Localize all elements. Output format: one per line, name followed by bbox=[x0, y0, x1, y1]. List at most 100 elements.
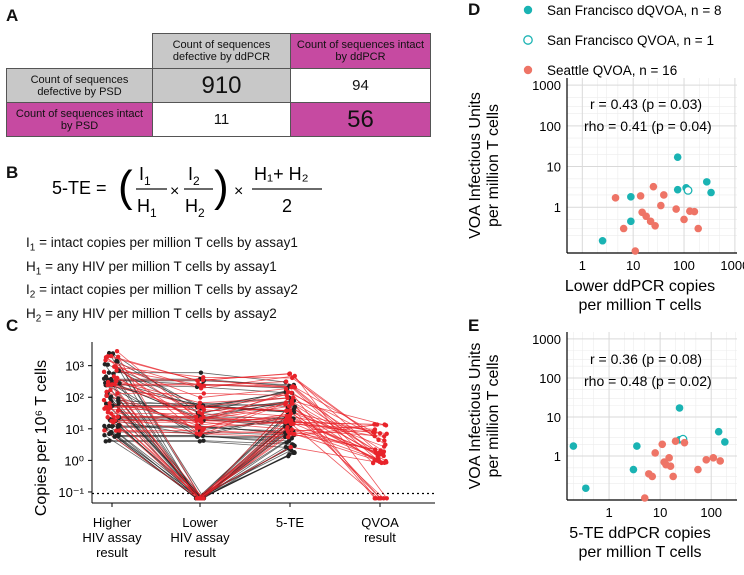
c-participant-line bbox=[115, 366, 379, 441]
c-point bbox=[113, 428, 119, 433]
c-point bbox=[114, 378, 119, 384]
xtick-label: 1000 bbox=[720, 258, 744, 273]
sum-denominator: 2 bbox=[282, 196, 292, 216]
c-point bbox=[197, 382, 203, 388]
c-point bbox=[383, 423, 389, 428]
stat-rho: rho = 0.41 (p = 0.04) bbox=[584, 118, 712, 134]
times-2: × bbox=[234, 183, 243, 200]
c-point bbox=[381, 496, 386, 501]
c-point bbox=[115, 414, 120, 420]
row-header-defective-psd: Count of sequences defective by PSD bbox=[6, 68, 153, 103]
formula-lhs: 5-TE = bbox=[52, 178, 107, 198]
c-point bbox=[117, 381, 122, 386]
scatter-point bbox=[669, 472, 677, 481]
x-axis-label: Lower ddPCR copies bbox=[565, 278, 715, 295]
c-point bbox=[104, 393, 109, 398]
row-header-intact-psd: Count of sequences intact by PSD bbox=[6, 102, 153, 137]
panel-c-ylabel: Copies per 10⁶ T cells bbox=[33, 360, 50, 516]
c-point bbox=[201, 407, 207, 412]
cell-int-int: 56 bbox=[290, 102, 431, 137]
c-point bbox=[283, 444, 289, 450]
xtick-label: 10 bbox=[626, 258, 640, 273]
c-point bbox=[378, 451, 383, 456]
scatter-point bbox=[675, 404, 684, 412]
scatter-point bbox=[598, 236, 607, 245]
ytick-label: 100 bbox=[539, 371, 561, 386]
scatter-point bbox=[569, 442, 578, 450]
c-participant-line bbox=[115, 366, 385, 452]
scatter-point bbox=[683, 185, 693, 195]
scatter-point bbox=[619, 224, 628, 233]
c-participant-line bbox=[111, 420, 375, 499]
c-participant-line bbox=[117, 356, 387, 499]
scatter-point bbox=[627, 193, 635, 201]
c-point bbox=[283, 386, 289, 391]
c-participant-line bbox=[117, 410, 375, 428]
c-point bbox=[109, 411, 114, 416]
c-category-label: QVOA bbox=[361, 515, 399, 530]
c-point bbox=[285, 428, 291, 434]
c-point bbox=[384, 431, 389, 436]
scatter-point bbox=[633, 442, 641, 450]
c-point bbox=[117, 428, 122, 433]
stat-rho: rho = 0.48 (p = 0.02) bbox=[584, 373, 712, 389]
c-point bbox=[382, 460, 387, 465]
c-participant-line bbox=[109, 402, 381, 455]
scatter-point bbox=[651, 221, 659, 230]
y-axis-label: VOA Infectious Units bbox=[467, 343, 484, 490]
scatter-point bbox=[714, 427, 723, 436]
c-point bbox=[105, 354, 110, 359]
c-point bbox=[115, 354, 121, 360]
scatter-point bbox=[665, 454, 673, 462]
ytick-label: 1000 bbox=[532, 332, 561, 347]
c-point bbox=[197, 425, 202, 430]
c-category-label: Higher bbox=[93, 515, 132, 530]
c-point bbox=[292, 450, 297, 455]
panel-c-chart: Copies per 10⁶ T cells 10³10²10¹10⁰10⁻¹ … bbox=[33, 342, 435, 560]
c-point bbox=[194, 414, 199, 419]
c-point bbox=[289, 390, 294, 396]
scatter-point bbox=[694, 465, 702, 474]
panel-e-chart: 1000 100 10 1 1 10 100 r = 0.36 (p = 0.08) rho =… bbox=[467, 332, 737, 561]
legend-label: San Francisco dQVOA, n = 8 bbox=[547, 3, 721, 18]
c-participant-line bbox=[107, 381, 385, 499]
h1: H1 bbox=[137, 196, 157, 220]
cell-int-def: 11 bbox=[152, 102, 291, 137]
ytick-label: 1 bbox=[554, 449, 561, 464]
c-point bbox=[101, 397, 107, 403]
c-point bbox=[372, 447, 378, 452]
legend-label: Seattle QVOA, n = 16 bbox=[547, 63, 677, 78]
panel-d-chart: San Francisco dQVOA, n = 8 San Francisco … bbox=[467, 3, 744, 314]
scatter-point bbox=[680, 215, 688, 224]
c-point bbox=[197, 400, 203, 405]
c-participant-line bbox=[107, 384, 374, 433]
c-point bbox=[109, 424, 115, 429]
c-point bbox=[289, 399, 294, 404]
c-point bbox=[292, 373, 297, 379]
stat-r: r = 0.43 (p = 0.03) bbox=[590, 96, 702, 112]
c-point bbox=[197, 439, 203, 444]
scatter-point bbox=[721, 438, 729, 446]
c-point bbox=[115, 408, 121, 413]
c-point bbox=[292, 406, 297, 411]
c-point bbox=[107, 401, 112, 406]
table-corner bbox=[6, 33, 153, 69]
c-point bbox=[102, 362, 108, 367]
c-point bbox=[116, 398, 121, 403]
c-point bbox=[195, 378, 201, 383]
c-point bbox=[284, 408, 289, 414]
def-h1: H1 = any HIV per million T cells by assa… bbox=[26, 258, 277, 278]
c-participant-line bbox=[108, 409, 387, 435]
c-point bbox=[116, 422, 121, 428]
scatter-point bbox=[648, 472, 657, 481]
scatter-point bbox=[649, 182, 658, 191]
scatter-point bbox=[627, 217, 635, 226]
scatter-point bbox=[642, 212, 650, 221]
c-point bbox=[102, 432, 107, 438]
panel-c-letter: C bbox=[6, 316, 19, 335]
c-point bbox=[373, 450, 379, 456]
ytick-label: 100 bbox=[539, 119, 561, 134]
c-point bbox=[287, 413, 292, 418]
col-header-intact-ddpcr: Count of sequences intact by ddPCR bbox=[290, 33, 431, 69]
c-point bbox=[198, 370, 204, 375]
